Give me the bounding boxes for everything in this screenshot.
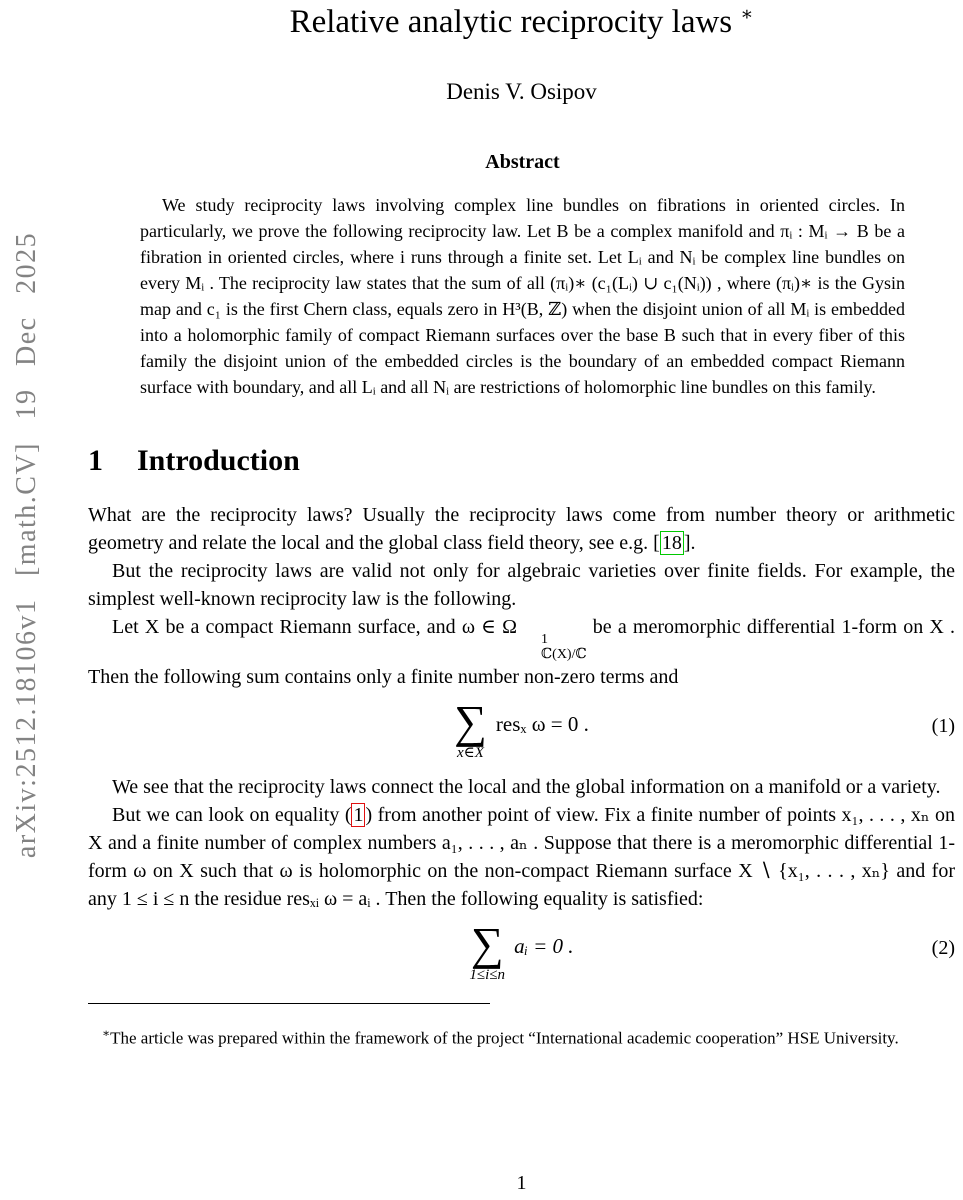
paper-page: Relative analytic reciprocity laws ∗ Den… xyxy=(88,0,955,1067)
paragraph-text: Let X be a compact Riemann surface, and … xyxy=(112,615,518,638)
abstract-text: We study reciprocity laws involving comp… xyxy=(140,195,905,398)
title-footnote-mark: ∗ xyxy=(740,4,754,25)
summation-symbol: ∑ 1≤i≤n xyxy=(469,917,506,983)
sigma-glyph: ∑ xyxy=(454,695,487,747)
omega-superscript: 1 xyxy=(541,632,549,648)
summation-symbol: ∑ x∈X xyxy=(454,695,487,761)
summation-limits: 1≤i≤n xyxy=(469,966,506,983)
equation-ref-link-1[interactable]: 1 xyxy=(351,802,366,827)
intro-paragraph-3: Let X be a compact Riemann surface, and … xyxy=(88,613,955,691)
equation-1-group: ∑ x∈X resₓ ω = 0 . xyxy=(454,695,589,761)
equation-2: ∑ 1≤i≤n aᵢ = 0 . (2) xyxy=(88,917,955,987)
paragraph-text: ) from another point of view. Fix a fini… xyxy=(88,803,955,910)
footnote-block: ∗The article was prepared within the fra… xyxy=(88,1002,955,1051)
paper-title: Relative analytic reciprocity laws ∗ xyxy=(88,2,955,43)
paragraph-text: ]. xyxy=(683,531,696,554)
omega-sup-sub: 1 ℂ(X)/ℂ xyxy=(517,633,587,662)
footnote-rule xyxy=(88,1002,490,1004)
intro-paragraph-1: What are the reciprocity laws? Usually t… xyxy=(88,501,955,557)
intro-paragraph-2: But the reciprocity laws are valid not o… xyxy=(88,559,955,610)
footnote-text: The article was prepared within the fram… xyxy=(110,1028,899,1048)
section-number: 1 xyxy=(88,444,103,478)
paragraph-text: What are the reciprocity laws? Usually t… xyxy=(88,503,955,554)
paragraph-text: But we can look on equality ( xyxy=(112,803,352,826)
author-name: Denis V. Osipov xyxy=(446,79,597,105)
intro-paragraph-5: But we can look on equality (1) from ano… xyxy=(88,801,955,913)
citation-link-18[interactable]: 18 xyxy=(659,530,684,555)
section-heading-introduction: 1 Introduction xyxy=(88,444,955,479)
omega-subscript: ℂ(X)/ℂ xyxy=(541,646,587,662)
section-title: Introduction xyxy=(137,444,300,478)
summation-limits: x∈X xyxy=(457,744,484,761)
equation-1-number: (1) xyxy=(931,714,955,737)
abstract-section: Abstract We study reciprocity laws invol… xyxy=(140,151,905,400)
footnote: ∗The article was prepared within the fra… xyxy=(88,1021,955,1051)
equation-1: ∑ x∈X resₓ ω = 0 . (1) xyxy=(88,695,955,765)
intro-paragraph-4: We see that the reciprocity laws connect… xyxy=(112,775,941,798)
equation-2-body: aᵢ = 0 . xyxy=(514,933,574,958)
arxiv-sidebar-label: arXiv:2512.18106v1 [math.CV] 19 Dec 2025 xyxy=(11,231,42,859)
footnote-marker: ∗ xyxy=(102,1025,111,1040)
equation-2-number: (2) xyxy=(931,936,955,959)
sigma-glyph: ∑ xyxy=(470,917,504,969)
paragraph-text: be a meromorphic differential 1-form on … xyxy=(88,615,955,688)
paper-title-text: Relative analytic reciprocity laws xyxy=(289,4,733,40)
page-number: 1 xyxy=(516,1172,527,1194)
equation-2-group: ∑ 1≤i≤n aᵢ = 0 . xyxy=(469,917,574,983)
abstract-heading: Abstract xyxy=(485,151,560,174)
equation-1-body: resₓ ω = 0 . xyxy=(495,711,589,736)
